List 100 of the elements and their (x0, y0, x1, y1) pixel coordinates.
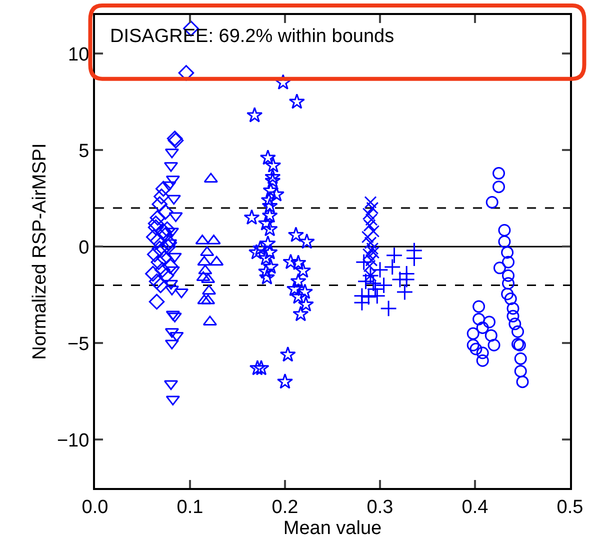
point (280, 346, 296, 362)
point (258, 263, 274, 279)
point (514, 352, 527, 365)
point (262, 182, 279, 198)
point (162, 258, 178, 274)
point (262, 220, 278, 236)
point (384, 258, 401, 276)
point (501, 288, 514, 300)
point (290, 254, 306, 270)
point (366, 202, 379, 214)
point (486, 196, 498, 209)
point (492, 180, 505, 194)
point (367, 224, 380, 238)
point (368, 287, 386, 304)
point (246, 106, 263, 122)
point (152, 277, 168, 294)
point (375, 276, 392, 294)
point (354, 294, 370, 312)
point (508, 318, 522, 330)
point (282, 254, 299, 270)
point (504, 292, 517, 306)
point (502, 269, 514, 282)
point (146, 246, 163, 262)
point (276, 373, 294, 389)
point (364, 196, 377, 209)
point (249, 360, 266, 376)
point (380, 300, 397, 317)
point (298, 296, 314, 312)
point (296, 284, 314, 300)
point (264, 172, 281, 188)
point (156, 180, 172, 197)
point (286, 280, 303, 296)
point (268, 186, 285, 202)
point (365, 213, 378, 226)
point (514, 364, 527, 378)
point (466, 338, 480, 352)
point (493, 262, 506, 274)
point (466, 327, 480, 340)
point (363, 219, 376, 232)
point (197, 256, 212, 266)
point (244, 209, 260, 225)
point (258, 250, 274, 266)
point (470, 342, 482, 356)
point (498, 224, 511, 237)
point (476, 322, 489, 334)
point (252, 240, 268, 256)
point (154, 262, 170, 278)
x-tick-label: 0.5 (556, 496, 584, 518)
point (472, 300, 486, 313)
point (294, 262, 312, 278)
point (157, 204, 174, 220)
point (170, 332, 184, 342)
point (498, 235, 511, 248)
point (484, 329, 498, 342)
point (516, 376, 529, 388)
point (200, 294, 216, 304)
point (248, 244, 265, 260)
point (150, 254, 167, 270)
point (290, 272, 306, 288)
point (502, 256, 514, 268)
point (258, 269, 276, 285)
point (392, 271, 408, 288)
point (476, 354, 489, 367)
y-tick-label: −10 (56, 430, 90, 452)
point (159, 221, 176, 238)
point (152, 196, 168, 212)
point (146, 229, 162, 245)
point (260, 149, 276, 165)
x-tick-label: 0.1 (176, 496, 204, 518)
y-axis-title: Normalized RSP-AirMSPI (29, 143, 50, 360)
point (260, 235, 276, 251)
point (288, 93, 305, 109)
point (148, 216, 164, 232)
point (366, 242, 379, 255)
x-tick-label: 0.0 (82, 496, 108, 518)
point (472, 312, 486, 326)
point (197, 294, 212, 304)
point (160, 238, 176, 255)
point (265, 157, 282, 173)
x-tick-label: 0.3 (366, 496, 394, 518)
point (506, 310, 520, 322)
point (512, 325, 524, 338)
point (288, 226, 304, 242)
point (148, 274, 165, 290)
point (360, 288, 378, 306)
point (406, 250, 423, 267)
point (396, 284, 414, 300)
annotation: DISAGREE: 69.2% within bounds (110, 26, 394, 47)
point (483, 316, 496, 328)
point (292, 306, 309, 322)
point (364, 236, 377, 250)
point (367, 246, 380, 259)
point (355, 254, 372, 271)
point (253, 360, 270, 376)
point (148, 294, 165, 310)
point (501, 246, 514, 259)
point (502, 277, 514, 290)
y-tick-label: 10 (68, 44, 90, 66)
point (361, 230, 374, 244)
point (148, 219, 164, 236)
